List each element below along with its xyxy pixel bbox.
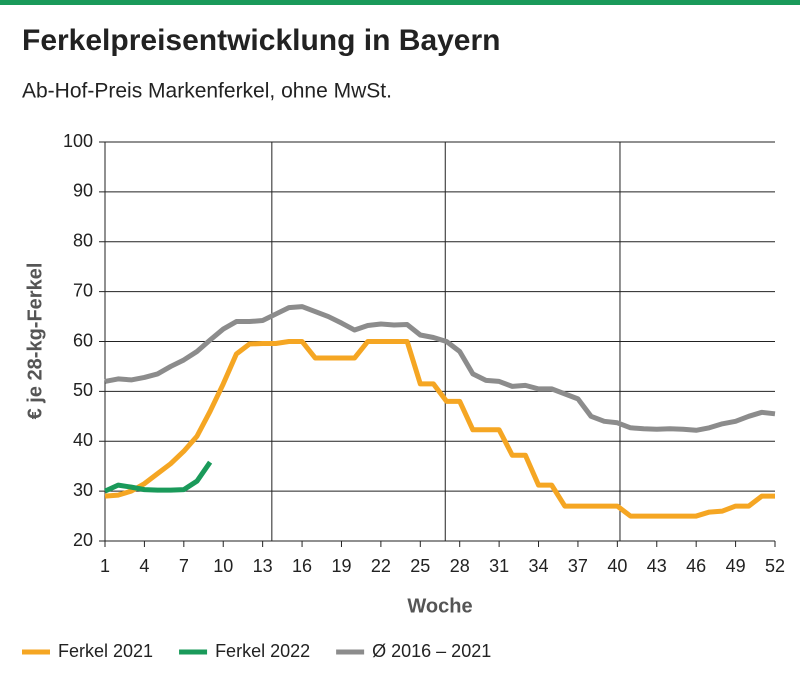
legend-label: Ferkel 2022	[215, 641, 310, 661]
x-tick-label: 43	[647, 556, 667, 576]
x-tick-label: 37	[568, 556, 588, 576]
x-tick-label: 34	[529, 556, 549, 576]
x-tick-label: 10	[213, 556, 233, 576]
x-tick-label: 31	[489, 556, 509, 576]
y-tick-label: 60	[73, 330, 93, 350]
y-tick-label: 100	[63, 131, 93, 151]
x-tick-label: 25	[410, 556, 430, 576]
x-tick-label: 16	[292, 556, 312, 576]
x-tick-label: 52	[765, 556, 785, 576]
x-tick-label: 7	[179, 556, 189, 576]
series-line	[104, 304, 776, 433]
chart-title: Ferkelpreisentwicklung in Bayern	[22, 24, 501, 57]
y-tick-label: 20	[73, 530, 93, 550]
y-tick-label: 40	[73, 430, 93, 450]
top-bar	[0, 0, 800, 5]
y-tick-label: 80	[73, 231, 93, 251]
legend-label: Ferkel 2021	[58, 641, 153, 661]
y-tick-label: 90	[73, 181, 93, 201]
x-tick-label: 19	[331, 556, 351, 576]
x-tick-label: 40	[607, 556, 627, 576]
series-line	[103, 460, 213, 494]
x-tick-label: 46	[686, 556, 706, 576]
x-tick-label: 22	[371, 556, 391, 576]
y-axis-label: € je 28-kg-Ferkel	[24, 263, 46, 420]
legend-label: Ø 2016 – 2021	[372, 641, 491, 661]
x-tick-label: 4	[139, 556, 149, 576]
x-tick-label: 1	[100, 556, 110, 576]
x-tick-label: 49	[726, 556, 746, 576]
chart-subtitle: Ab-Hof-Preis Markenferkel, ohne MwSt.	[22, 80, 392, 103]
x-tick-label: 13	[253, 556, 273, 576]
y-tick-label: 50	[73, 380, 93, 400]
x-tick-label: 28	[450, 556, 470, 576]
y-tick-label: 30	[73, 480, 93, 500]
x-axis-label: Woche	[407, 595, 472, 617]
series-line	[104, 339, 775, 519]
y-tick-label: 70	[73, 280, 93, 300]
